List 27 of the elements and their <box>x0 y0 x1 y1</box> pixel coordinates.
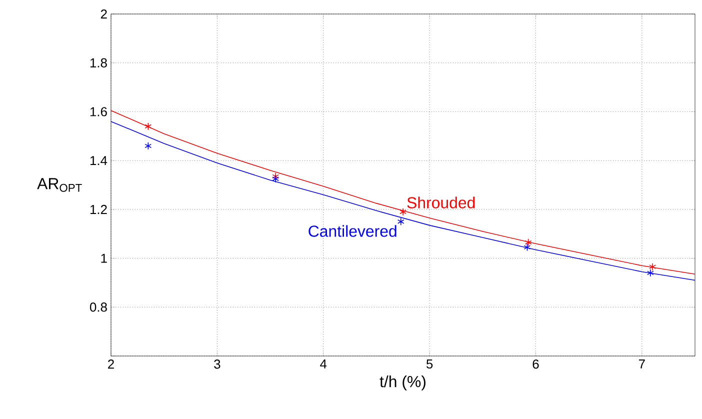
point <box>272 172 279 180</box>
series-label: Shrouded <box>407 196 475 208</box>
point <box>144 122 152 130</box>
x-tick-label: 5 <box>426 360 433 369</box>
series-label: Cantilevered <box>308 225 396 237</box>
y-tick-label: 1.6 <box>90 107 107 116</box>
y-tick-label: 2 <box>100 9 107 19</box>
point <box>524 238 532 246</box>
x-tick-label: 3 <box>214 360 220 369</box>
x-axis-title: t/h (%) <box>380 376 426 390</box>
point <box>397 218 404 226</box>
point <box>646 269 654 277</box>
x-tick-label: 2 <box>108 360 114 369</box>
y-tick-label: 1.4 <box>90 156 108 166</box>
x-tick-label: 4 <box>320 360 327 368</box>
y-tick-label: 0.8 <box>90 302 107 312</box>
point <box>649 262 656 271</box>
y-tick-label: 1 <box>101 254 107 263</box>
y-tick-label: 1.8 <box>90 58 107 68</box>
point <box>144 142 152 150</box>
x-tick-label: 6 <box>532 360 539 369</box>
point <box>400 208 406 216</box>
point <box>272 175 279 183</box>
y-tick-label: 1.2 <box>90 204 107 214</box>
point <box>524 243 531 252</box>
y-axis-title: AR$_{OPT}$ <box>37 178 82 192</box>
x-tick-label: 7 <box>638 360 645 368</box>
